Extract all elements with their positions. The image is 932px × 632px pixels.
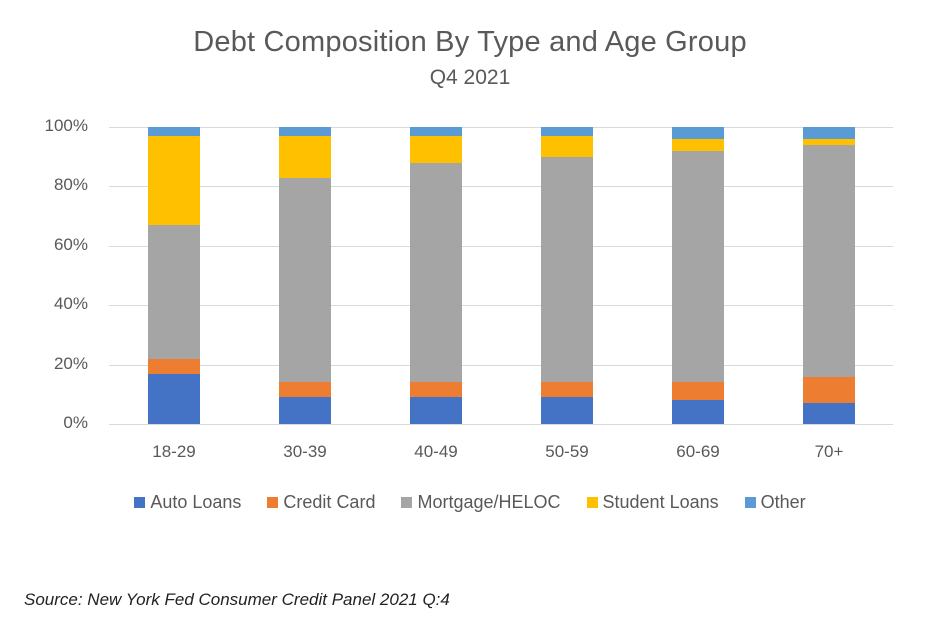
plot-area: [109, 127, 893, 425]
y-tick-label: 20%: [53, 353, 88, 373]
bar-segment-other: [148, 127, 200, 136]
gridline: [109, 245, 893, 247]
bar-segment-auto-loans: [803, 403, 855, 424]
bar-50-59: [541, 127, 593, 424]
bar-segment-other: [803, 127, 855, 139]
bar-segment-student-loans: [541, 135, 593, 157]
legend-label: Student Loans: [602, 492, 719, 512]
bar-segment-auto-loans: [148, 373, 200, 424]
bar-segment-student-loans: [672, 138, 724, 151]
bar-segment-auto-loans: [279, 397, 331, 424]
y-tick-label: 0%: [63, 413, 88, 432]
legend-label: Other: [760, 492, 806, 512]
bar-segment-other: [672, 127, 724, 139]
bar-segment-mortgage-heloc: [541, 156, 593, 383]
y-tick-label: 40%: [53, 294, 88, 314]
bar-segment-mortgage-heloc: [410, 162, 462, 383]
legend-swatch-icon: [744, 497, 756, 508]
legend-swatch-icon: [134, 497, 146, 508]
bar-segment-credit-card: [672, 382, 724, 401]
gridline: [109, 305, 893, 307]
x-tick-label: 50-59: [545, 442, 589, 461]
bar-60-69: [672, 127, 724, 424]
chart-subtitle: Q4 2021: [429, 66, 511, 89]
bar-segment-credit-card: [148, 358, 200, 374]
legend-item: Credit Card: [267, 492, 375, 513]
bar-segment-mortgage-heloc: [279, 177, 331, 383]
source-note: Source: New York Fed Consumer Credit Pan…: [24, 590, 450, 609]
legend-label: Auto Loans: [150, 492, 242, 512]
x-tick-label: 60-69: [676, 442, 720, 461]
y-tick-label: 100%: [44, 116, 88, 135]
bar-segment-auto-loans: [672, 400, 724, 424]
bar-segment-credit-card: [279, 382, 331, 398]
bar-segment-mortgage-heloc: [672, 150, 724, 383]
gridline: [109, 364, 893, 366]
legend-item: Auto Loans: [134, 492, 241, 513]
legend-item: Other: [744, 492, 806, 513]
bar-segment-other: [279, 127, 331, 136]
bar-segment-auto-loans: [541, 397, 593, 424]
bar-segment-student-loans: [410, 135, 462, 163]
chart-title: Debt Composition By Type and Age Group: [193, 26, 747, 58]
x-tick-label: 70+: [814, 442, 844, 461]
x-tick-label: 40-49: [414, 442, 458, 461]
bar-segment-student-loans: [803, 138, 855, 145]
x-tick-label: 18-29: [152, 442, 196, 461]
bar-18-29: [148, 127, 200, 424]
legend-item: Student Loans: [586, 492, 719, 513]
bar-segment-mortgage-heloc: [803, 144, 855, 377]
bar-70+: [803, 127, 855, 424]
bar-segment-student-loans: [148, 135, 200, 226]
gridline: [109, 186, 893, 188]
gridline: [109, 127, 893, 128]
bar-segment-mortgage-heloc: [148, 225, 200, 359]
bar-segment-credit-card: [803, 376, 855, 404]
bar-segment-other: [410, 127, 462, 136]
bar-segment-credit-card: [410, 382, 462, 398]
gridline: [109, 424, 893, 425]
legend-swatch-icon: [586, 497, 598, 508]
legend: Auto Loans Credit Card Mortgage/HELOC Stude…: [0, 492, 932, 513]
x-tick-label: 30-39: [283, 442, 327, 461]
legend-label: Mortgage/HELOC: [417, 492, 561, 512]
bar-segment-auto-loans: [410, 397, 462, 424]
bar-segment-student-loans: [279, 135, 331, 178]
legend-item: Mortgage/HELOC: [401, 492, 561, 513]
bar-40-49: [410, 127, 462, 424]
legend-label: Credit Card: [283, 492, 376, 512]
y-tick-label: 80%: [53, 175, 88, 195]
y-tick-label: 60%: [53, 234, 88, 254]
legend-swatch-icon: [401, 497, 413, 508]
legend-swatch-icon: [267, 497, 279, 508]
bar-segment-other: [541, 127, 593, 136]
bar-30-39: [279, 127, 331, 424]
bar-segment-credit-card: [541, 382, 593, 398]
